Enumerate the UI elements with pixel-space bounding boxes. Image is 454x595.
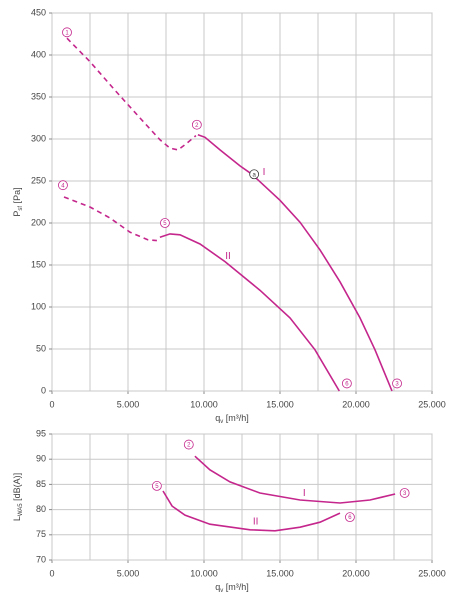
annotation-circle bbox=[160, 218, 170, 228]
y-tick-label: 100 bbox=[31, 301, 46, 311]
annotation-circle bbox=[341, 378, 352, 389]
annotation-circle bbox=[345, 512, 355, 523]
x-tick-label: 15.000 bbox=[266, 568, 294, 578]
x-tick-label: 25.000 bbox=[418, 568, 446, 578]
annotation: 1 bbox=[65, 30, 69, 36]
y-tick-label: 400 bbox=[31, 49, 46, 59]
annotation-circle bbox=[399, 488, 410, 498]
annotation: a bbox=[252, 172, 256, 178]
curve bbox=[66, 37, 197, 151]
annotation-circle bbox=[249, 169, 260, 180]
y-tick-label: 300 bbox=[31, 133, 46, 143]
x-axis-label-sub: v bbox=[220, 419, 223, 425]
y-axis-label: LWA5 [dB(A)] bbox=[12, 473, 23, 521]
x-axis-label-sub: v bbox=[220, 588, 223, 594]
y-tick-label: 95 bbox=[36, 428, 46, 438]
y-tick-label: 150 bbox=[31, 259, 46, 269]
annotation: 2 bbox=[187, 443, 191, 449]
annotation: 5 bbox=[155, 484, 159, 490]
x-tick-label: 5.000 bbox=[117, 568, 140, 578]
annotation: II bbox=[253, 516, 259, 527]
curve bbox=[194, 455, 396, 504]
y-tick-label: 85 bbox=[36, 479, 46, 489]
annotation: II bbox=[225, 251, 231, 262]
y-tick-label: 75 bbox=[36, 529, 46, 539]
annotation-circle bbox=[183, 439, 194, 450]
x-tick-label: 5.000 bbox=[117, 399, 140, 409]
x-axis-label-unit: [m³/h] bbox=[223, 582, 249, 592]
annotation-circle bbox=[392, 378, 402, 389]
x-axis-label-main: q bbox=[215, 413, 220, 423]
x-tick-label: 15.000 bbox=[266, 399, 294, 409]
x-tick-label: 10.000 bbox=[190, 399, 218, 409]
curve bbox=[159, 233, 340, 392]
annotation: 5 bbox=[163, 221, 167, 227]
x-tick-label: 0 bbox=[49, 568, 54, 578]
x-tick-label: 10.000 bbox=[190, 568, 218, 578]
x-tick-label: 20.000 bbox=[342, 568, 370, 578]
y-tick-label: 350 bbox=[31, 91, 46, 101]
y-tick-label: 450 bbox=[31, 7, 46, 17]
annotation-circle bbox=[191, 119, 202, 130]
annotation: 3 bbox=[395, 382, 399, 388]
y-axis-label-main: L bbox=[12, 516, 22, 521]
curve bbox=[162, 490, 341, 532]
y-tick-label: 0 bbox=[41, 385, 46, 395]
annotation-circle bbox=[62, 27, 72, 38]
annotation: 4 bbox=[61, 183, 65, 189]
y-axis-label-sub: sf bbox=[18, 206, 24, 211]
x-axis-label: qv [m³/h] bbox=[215, 582, 249, 593]
x-axis-label-main: q bbox=[215, 582, 220, 592]
y-tick-label: 250 bbox=[31, 175, 46, 185]
y-tick-label: 70 bbox=[36, 554, 46, 564]
y-axis-label-main: P bbox=[12, 211, 22, 217]
plot: 0 5.000 10.000 15.000 20.000 25.000 70 75 80 85 90… bbox=[12, 428, 445, 593]
annotation: 6 bbox=[345, 382, 349, 388]
annotation: 2 bbox=[195, 123, 199, 129]
annotation: 3 bbox=[403, 491, 407, 497]
annotation-circle bbox=[151, 481, 162, 491]
y-axis-label: Psf [Pa] bbox=[12, 187, 23, 216]
y-tick-label: 200 bbox=[31, 217, 46, 227]
y-axis-label-sub: WA5 bbox=[18, 503, 24, 516]
annotation-circle bbox=[58, 180, 68, 191]
y-tick-label: 90 bbox=[36, 454, 46, 464]
x-axis-label-unit: [m³/h] bbox=[223, 413, 249, 423]
x-tick-label: 0 bbox=[49, 399, 54, 409]
plot: 0 5.000 10.000 15.000 20.000 25.000 0 50 100 150 2… bbox=[12, 7, 445, 424]
annotation: I bbox=[303, 488, 306, 499]
y-axis-label-unit: [Pa] bbox=[12, 187, 22, 206]
x-axis-label: qv [m³/h] bbox=[215, 413, 249, 424]
y-tick-label: 80 bbox=[36, 504, 46, 514]
y-tick-label: 50 bbox=[36, 343, 46, 353]
annotation: 6 bbox=[348, 515, 352, 521]
y-axis-label-unit: [dB(A)] bbox=[12, 473, 22, 504]
x-tick-label: 20.000 bbox=[342, 399, 370, 409]
curve bbox=[197, 134, 393, 392]
x-tick-label: 25.000 bbox=[418, 399, 446, 409]
annotation: I bbox=[263, 167, 266, 178]
